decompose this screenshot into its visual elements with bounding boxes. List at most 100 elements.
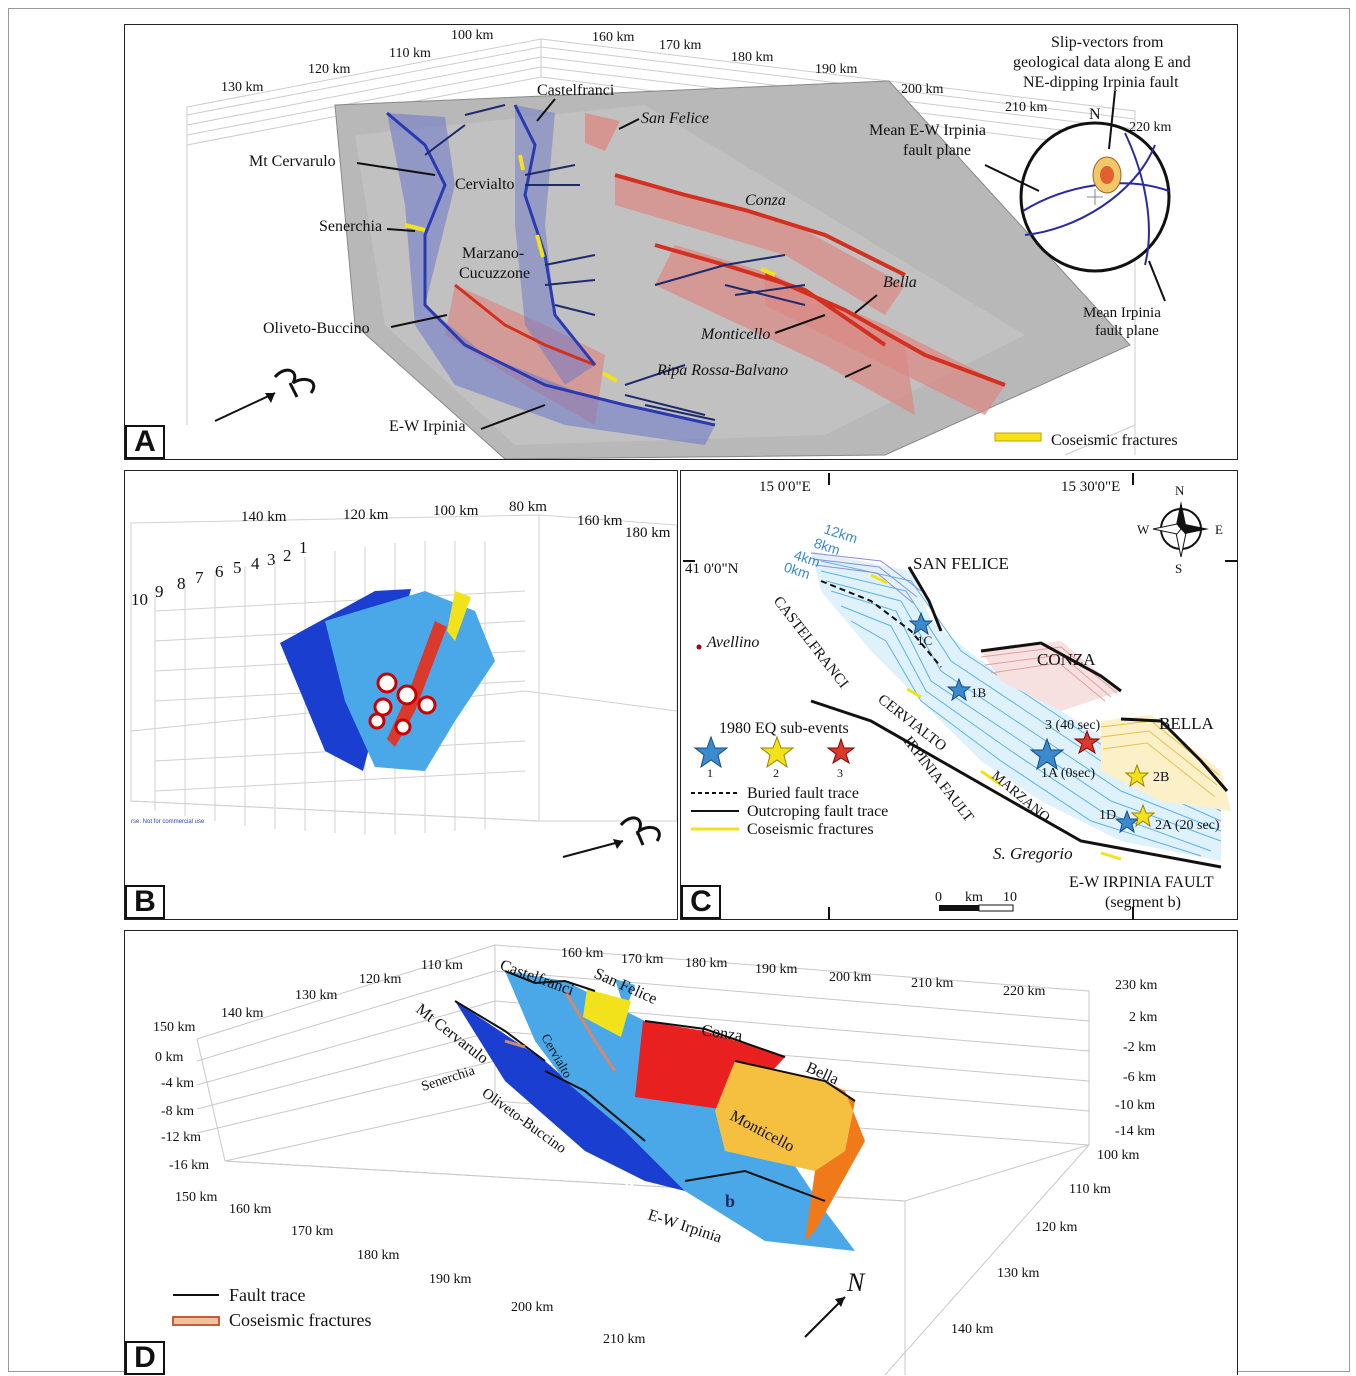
b-fault-yellow	[447, 591, 471, 641]
a-km-160: 160 km	[592, 30, 635, 45]
panel-c-map: 15 0'0"E 15 30'0"E 41 0'0"N N S E W 12km…	[683, 473, 1237, 919]
c-depth-8: 8km	[812, 535, 842, 558]
d-left-depth: 0 km -4 km -8 km -12 km -16 km	[155, 1050, 209, 1173]
stereo-title-3: NE-dipping Irpinia fault	[1023, 74, 1179, 91]
panel-c: 15 0'0"E 15 30'0"E 41 0'0"N N S E W 12km…	[680, 470, 1238, 920]
c-legend-buried: Buried fault trace	[747, 785, 859, 802]
d-fault-traces	[454, 970, 856, 1202]
b-km-180: 180 km	[625, 525, 671, 541]
d-r-110: 110 km	[1069, 1182, 1111, 1197]
d-senerchia: Senerchia	[420, 1063, 478, 1095]
c-conza-zone	[981, 641, 1121, 711]
d-top-180: 180 km	[685, 956, 728, 971]
d-r-140: 140 km	[951, 1322, 994, 1337]
panel-b-axis-labels: 140 km 120 km 100 km 80 km 160 km 180 km	[241, 499, 671, 541]
d-top-140: 140 km	[221, 1006, 264, 1021]
c-ev-2b: 2B	[1153, 770, 1169, 785]
d-top-170: 170 km	[621, 952, 664, 967]
c-san-felice: SAN FELICE	[913, 554, 1009, 573]
c-legend-coseismic: Coseismic fractures	[747, 821, 874, 838]
c-conza: CONZA	[1037, 650, 1096, 669]
d-top-160: 160 km	[561, 946, 604, 961]
panel-a-axis-labels: 130 km 120 km 110 km 100 km 160 km 170 k…	[221, 28, 1172, 135]
a-north-arrow	[214, 368, 316, 422]
b-sec-3: 3	[267, 550, 276, 569]
d-ld-4: -4 km	[161, 1076, 194, 1091]
c-scale-unit: km	[965, 890, 983, 905]
c-fault-traces	[810, 566, 1229, 869]
c-depth-labels: 12km 8km 4km 0km	[782, 521, 860, 582]
d-top-210: 210 km	[911, 976, 954, 991]
c-compass-e: E	[1215, 522, 1223, 537]
c-scale-bar: 0 km 10	[935, 890, 1017, 912]
a-km-120: 120 km	[308, 62, 351, 77]
d-r-100: 100 km	[1097, 1148, 1140, 1163]
panel-d: 150 km 140 km 130 km 120 km 110 km 160 k…	[124, 930, 1238, 1375]
b-sec-7: 7	[195, 568, 204, 587]
d-rd-m10: -10 km	[1115, 1098, 1155, 1113]
c-compass-n: N	[1175, 483, 1185, 498]
d-top-110: 110 km	[421, 958, 463, 973]
b-sec-9: 9	[155, 582, 164, 601]
c-ev-1b: 1B	[971, 685, 987, 700]
d-legend-coseismic: Coseismic fractures	[229, 1310, 371, 1330]
c-events: 1C 1B 3 (40 sec) 1A (0sec) 2B 1D 2A (20 …	[908, 611, 1220, 834]
d-r-120: 120 km	[1035, 1220, 1078, 1235]
c-ev-2a: 2A (20 sec)	[1155, 818, 1220, 833]
a-conza: Conza	[745, 192, 786, 209]
panel-a: 130 km 120 km 110 km 100 km 160 km 170 k…	[124, 24, 1238, 460]
d-ld-16: -16 km	[169, 1158, 209, 1173]
a-km-180: 180 km	[731, 50, 774, 65]
panel-d-label: D	[125, 1341, 165, 1375]
d-rd-2: 2 km	[1129, 1010, 1158, 1025]
d-r-130: 130 km	[997, 1266, 1040, 1281]
b-fault-red	[387, 621, 447, 747]
a-cucuzzone: Cucuzzone	[459, 265, 530, 282]
d-north-arrow: N	[804, 1268, 866, 1338]
slip-vectors	[424, 104, 806, 421]
b-km-80: 80 km	[509, 499, 547, 515]
d-rd-m6: -6 km	[1123, 1070, 1156, 1085]
c-avellino: Avellino	[706, 634, 759, 651]
c-s-gregorio: S. Gregorio	[993, 844, 1073, 863]
d-fault-yellow	[583, 989, 631, 1037]
c-bella-zone	[1101, 715, 1231, 811]
a-km-220: 220 km	[1129, 120, 1172, 135]
a-legend: Coseismic fractures	[994, 432, 1178, 449]
panel-b: 140 km 120 km 100 km 80 km 160 km 180 km…	[124, 470, 678, 920]
d-bot-170: 170 km	[291, 1224, 334, 1239]
panel-a-view: 130 km 120 km 110 km 100 km 160 km 170 k…	[186, 28, 1191, 459]
a-km-190: 190 km	[815, 62, 858, 77]
c-depth-0: 0km	[782, 559, 812, 582]
a-km-110: 110 km	[389, 46, 431, 61]
d-ew-irpinia: E-W Irpinia	[646, 1207, 724, 1247]
panel-a-leaders	[356, 98, 878, 430]
b-sec-10: 10	[131, 590, 148, 609]
a-marzano: Marzano-	[462, 245, 524, 262]
d-bot-210: 210 km	[603, 1332, 646, 1347]
panel-b-label: B	[125, 885, 165, 919]
d-bottom-axis: 150 km 160 km 170 km 180 km 190 km 200 k…	[175, 1190, 646, 1347]
b-km-120: 120 km	[343, 507, 389, 523]
a-senerchia: Senerchia	[319, 218, 382, 235]
c-scale-10: 10	[1003, 890, 1017, 905]
c-ev-1d: 1D	[1099, 808, 1116, 823]
d-label-b: b	[725, 1191, 735, 1211]
b-focal-mechanisms	[368, 672, 437, 736]
b-section-numbers: 10 9 8 7 6 5 4 3 2 1	[131, 538, 308, 609]
d-north: N	[846, 1268, 866, 1297]
a-san-felice: San Felice	[641, 110, 709, 127]
a-km-170: 170 km	[659, 38, 702, 53]
c-legend-n3: 3	[837, 766, 843, 780]
stereo-mean-ew-1: Mean E-W Irpinia	[869, 122, 986, 139]
a-ew-irpinia: E-W Irpinia	[389, 418, 466, 435]
d-top-220: 220 km	[1003, 984, 1046, 999]
d-top-150: 150 km	[153, 1020, 196, 1035]
b-km-140: 140 km	[241, 509, 287, 525]
d-ld-8: -8 km	[161, 1104, 194, 1119]
d-bot-160: 160 km	[229, 1202, 272, 1217]
d-fault-orange	[805, 1081, 865, 1241]
stereo-mean-1: Mean Irpinia	[1083, 305, 1161, 321]
d-bot-150: 150 km	[175, 1190, 218, 1205]
c-lon-2: 15 30'0"E	[1061, 479, 1120, 495]
